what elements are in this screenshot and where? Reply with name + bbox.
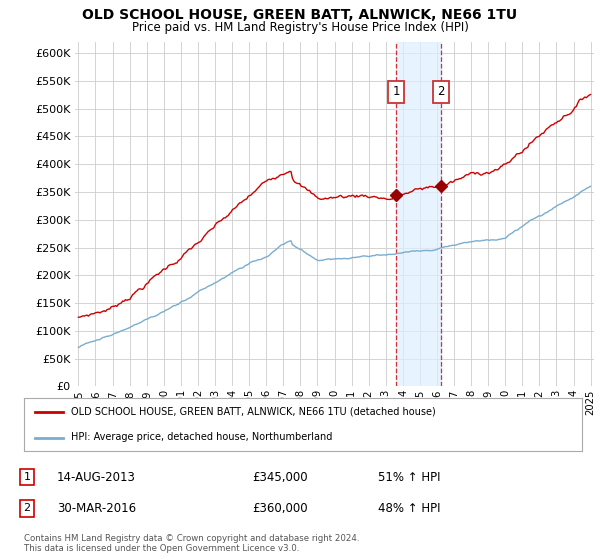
Text: £360,000: £360,000: [252, 502, 308, 515]
Text: 1: 1: [23, 472, 31, 482]
Bar: [397, 42, 441, 386]
Text: Price paid vs. HM Land Registry's House Price Index (HPI): Price paid vs. HM Land Registry's House …: [131, 21, 469, 34]
Text: 14-AUG-2013: 14-AUG-2013: [57, 470, 136, 484]
Text: 2: 2: [23, 503, 31, 514]
Text: 48% ↑ HPI: 48% ↑ HPI: [378, 502, 440, 515]
Text: Contains HM Land Registry data © Crown copyright and database right 2024.
This d: Contains HM Land Registry data © Crown c…: [24, 534, 359, 553]
Text: £345,000: £345,000: [252, 470, 308, 484]
Text: 30-MAR-2016: 30-MAR-2016: [57, 502, 136, 515]
Text: 1: 1: [392, 86, 400, 99]
Text: 51% ↑ HPI: 51% ↑ HPI: [378, 470, 440, 484]
Text: OLD SCHOOL HOUSE, GREEN BATT, ALNWICK, NE66 1TU (detached house): OLD SCHOOL HOUSE, GREEN BATT, ALNWICK, N…: [71, 407, 436, 417]
Text: HPI: Average price, detached house, Northumberland: HPI: Average price, detached house, Nort…: [71, 432, 333, 442]
Text: OLD SCHOOL HOUSE, GREEN BATT, ALNWICK, NE66 1TU: OLD SCHOOL HOUSE, GREEN BATT, ALNWICK, N…: [82, 8, 518, 22]
Text: 2: 2: [437, 86, 445, 99]
